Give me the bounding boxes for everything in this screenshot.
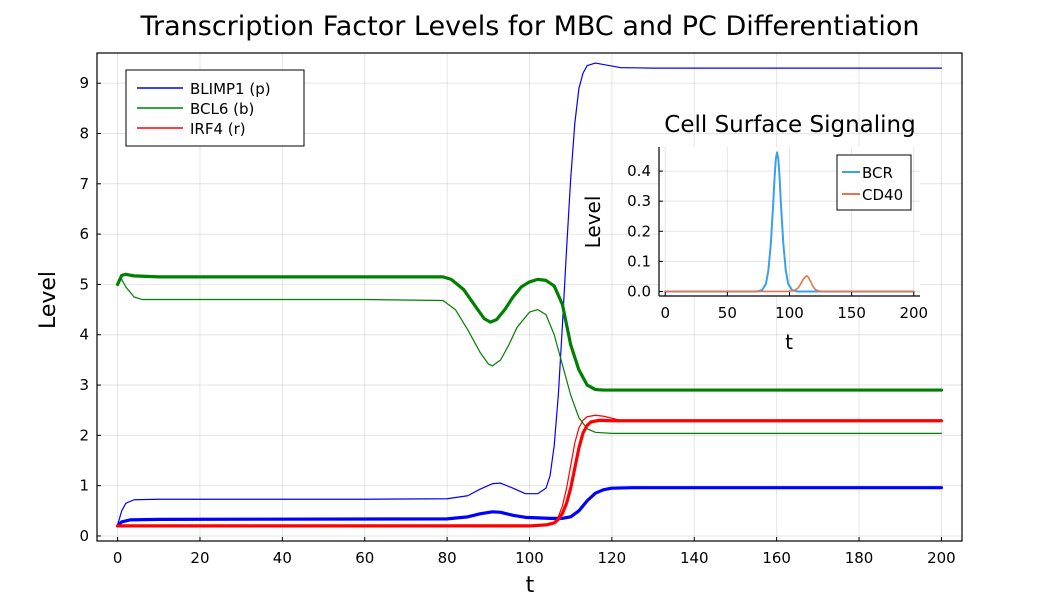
inset-chart: Cell Surface Signaling 0 50 100 150 200 0.00… (581, 112, 928, 354)
main-series (116, 62, 943, 528)
main-x-axis-label: t (526, 573, 535, 598)
legend-label-bcr: BCR (862, 164, 893, 182)
inset-legend: BCR CD40 (836, 154, 912, 211)
main-chart-title: Transcription Factor Levels for MBC and … (139, 11, 919, 42)
main-y-tick-label: 1 (79, 477, 89, 495)
main-x-tick-label: 160 (762, 549, 791, 567)
inset-y-axis-label: Level (581, 196, 605, 249)
legend-label-irf4: IRF4 (r) (190, 120, 246, 138)
main-series-line-0 (117, 62, 942, 526)
main-series-line-3 (116, 486, 943, 528)
main-x-tick-label: 100 (515, 549, 544, 567)
main-x-tick-label: 180 (845, 549, 874, 567)
inset-x-axis-label: t (785, 330, 793, 354)
main-x-tick-label: 40 (273, 549, 292, 567)
main-y-tick-label: 9 (79, 74, 89, 92)
main-y-tick-label: 0 (79, 527, 89, 545)
main-x-ticks: 0 20 40 60 80 100 120 140 160 180 200 (113, 537, 956, 567)
main-y-tick-label: 8 (79, 124, 89, 142)
inset-x-tick-label: 100 (775, 304, 804, 322)
inset-x-tick-label: 0 (660, 304, 670, 322)
legend-label-blimp1: BLIMP1 (p) (190, 80, 271, 98)
inset-series-line-1 (664, 275, 915, 293)
main-x-tick-label: 0 (113, 549, 123, 567)
inset-series (664, 151, 915, 293)
inset-y-tick-label: 0.0 (627, 282, 651, 300)
inset-x-tick-label: 200 (899, 304, 928, 322)
main-y-tick-label: 6 (79, 225, 89, 243)
main-x-tick-label: 80 (438, 549, 457, 567)
main-legend: BLIMP1 (p) BCL6 (b) IRF4 (r) (125, 69, 305, 147)
main-y-ticks: 0 1 2 3 4 5 6 7 8 9 (79, 74, 101, 545)
inset-chart-title: Cell Surface Signaling (664, 112, 915, 138)
main-x-tick-label: 20 (190, 549, 209, 567)
main-y-axis-label: Level (36, 271, 61, 329)
inset-y-tick-label: 0.4 (627, 162, 651, 180)
inset-series-line-0 (664, 151, 915, 293)
inset-x-ticks: 0 50 100 150 200 (660, 292, 928, 322)
inset-y-tick-label: 0.3 (627, 192, 651, 210)
main-x-tick-label: 120 (598, 549, 627, 567)
inset-y-ticks: 0.0 0.1 0.2 0.3 0.4 (627, 162, 663, 300)
main-y-tick-label: 5 (79, 275, 89, 293)
main-x-tick-label: 60 (355, 549, 374, 567)
main-x-tick-label: 200 (927, 549, 956, 567)
inset-y-tick-label: 0.1 (627, 252, 651, 270)
main-series-line-5 (116, 418, 943, 528)
main-x-tick-label: 140 (680, 549, 709, 567)
main-y-tick-label: 4 (79, 326, 89, 344)
main-y-tick-label: 3 (79, 376, 89, 394)
main-y-tick-label: 2 (79, 426, 89, 444)
inset-y-tick-label: 0.2 (627, 222, 651, 240)
inset-legend-box (836, 154, 912, 211)
main-series-line-4 (116, 272, 943, 392)
main-series-line-1 (117, 278, 942, 434)
inset-x-tick-label: 50 (718, 304, 737, 322)
main-y-tick-label: 7 (79, 175, 89, 193)
legend-label-bcl6: BCL6 (b) (190, 100, 254, 118)
inset-x-tick-label: 150 (837, 304, 866, 322)
legend-label-cd40: CD40 (862, 186, 903, 204)
